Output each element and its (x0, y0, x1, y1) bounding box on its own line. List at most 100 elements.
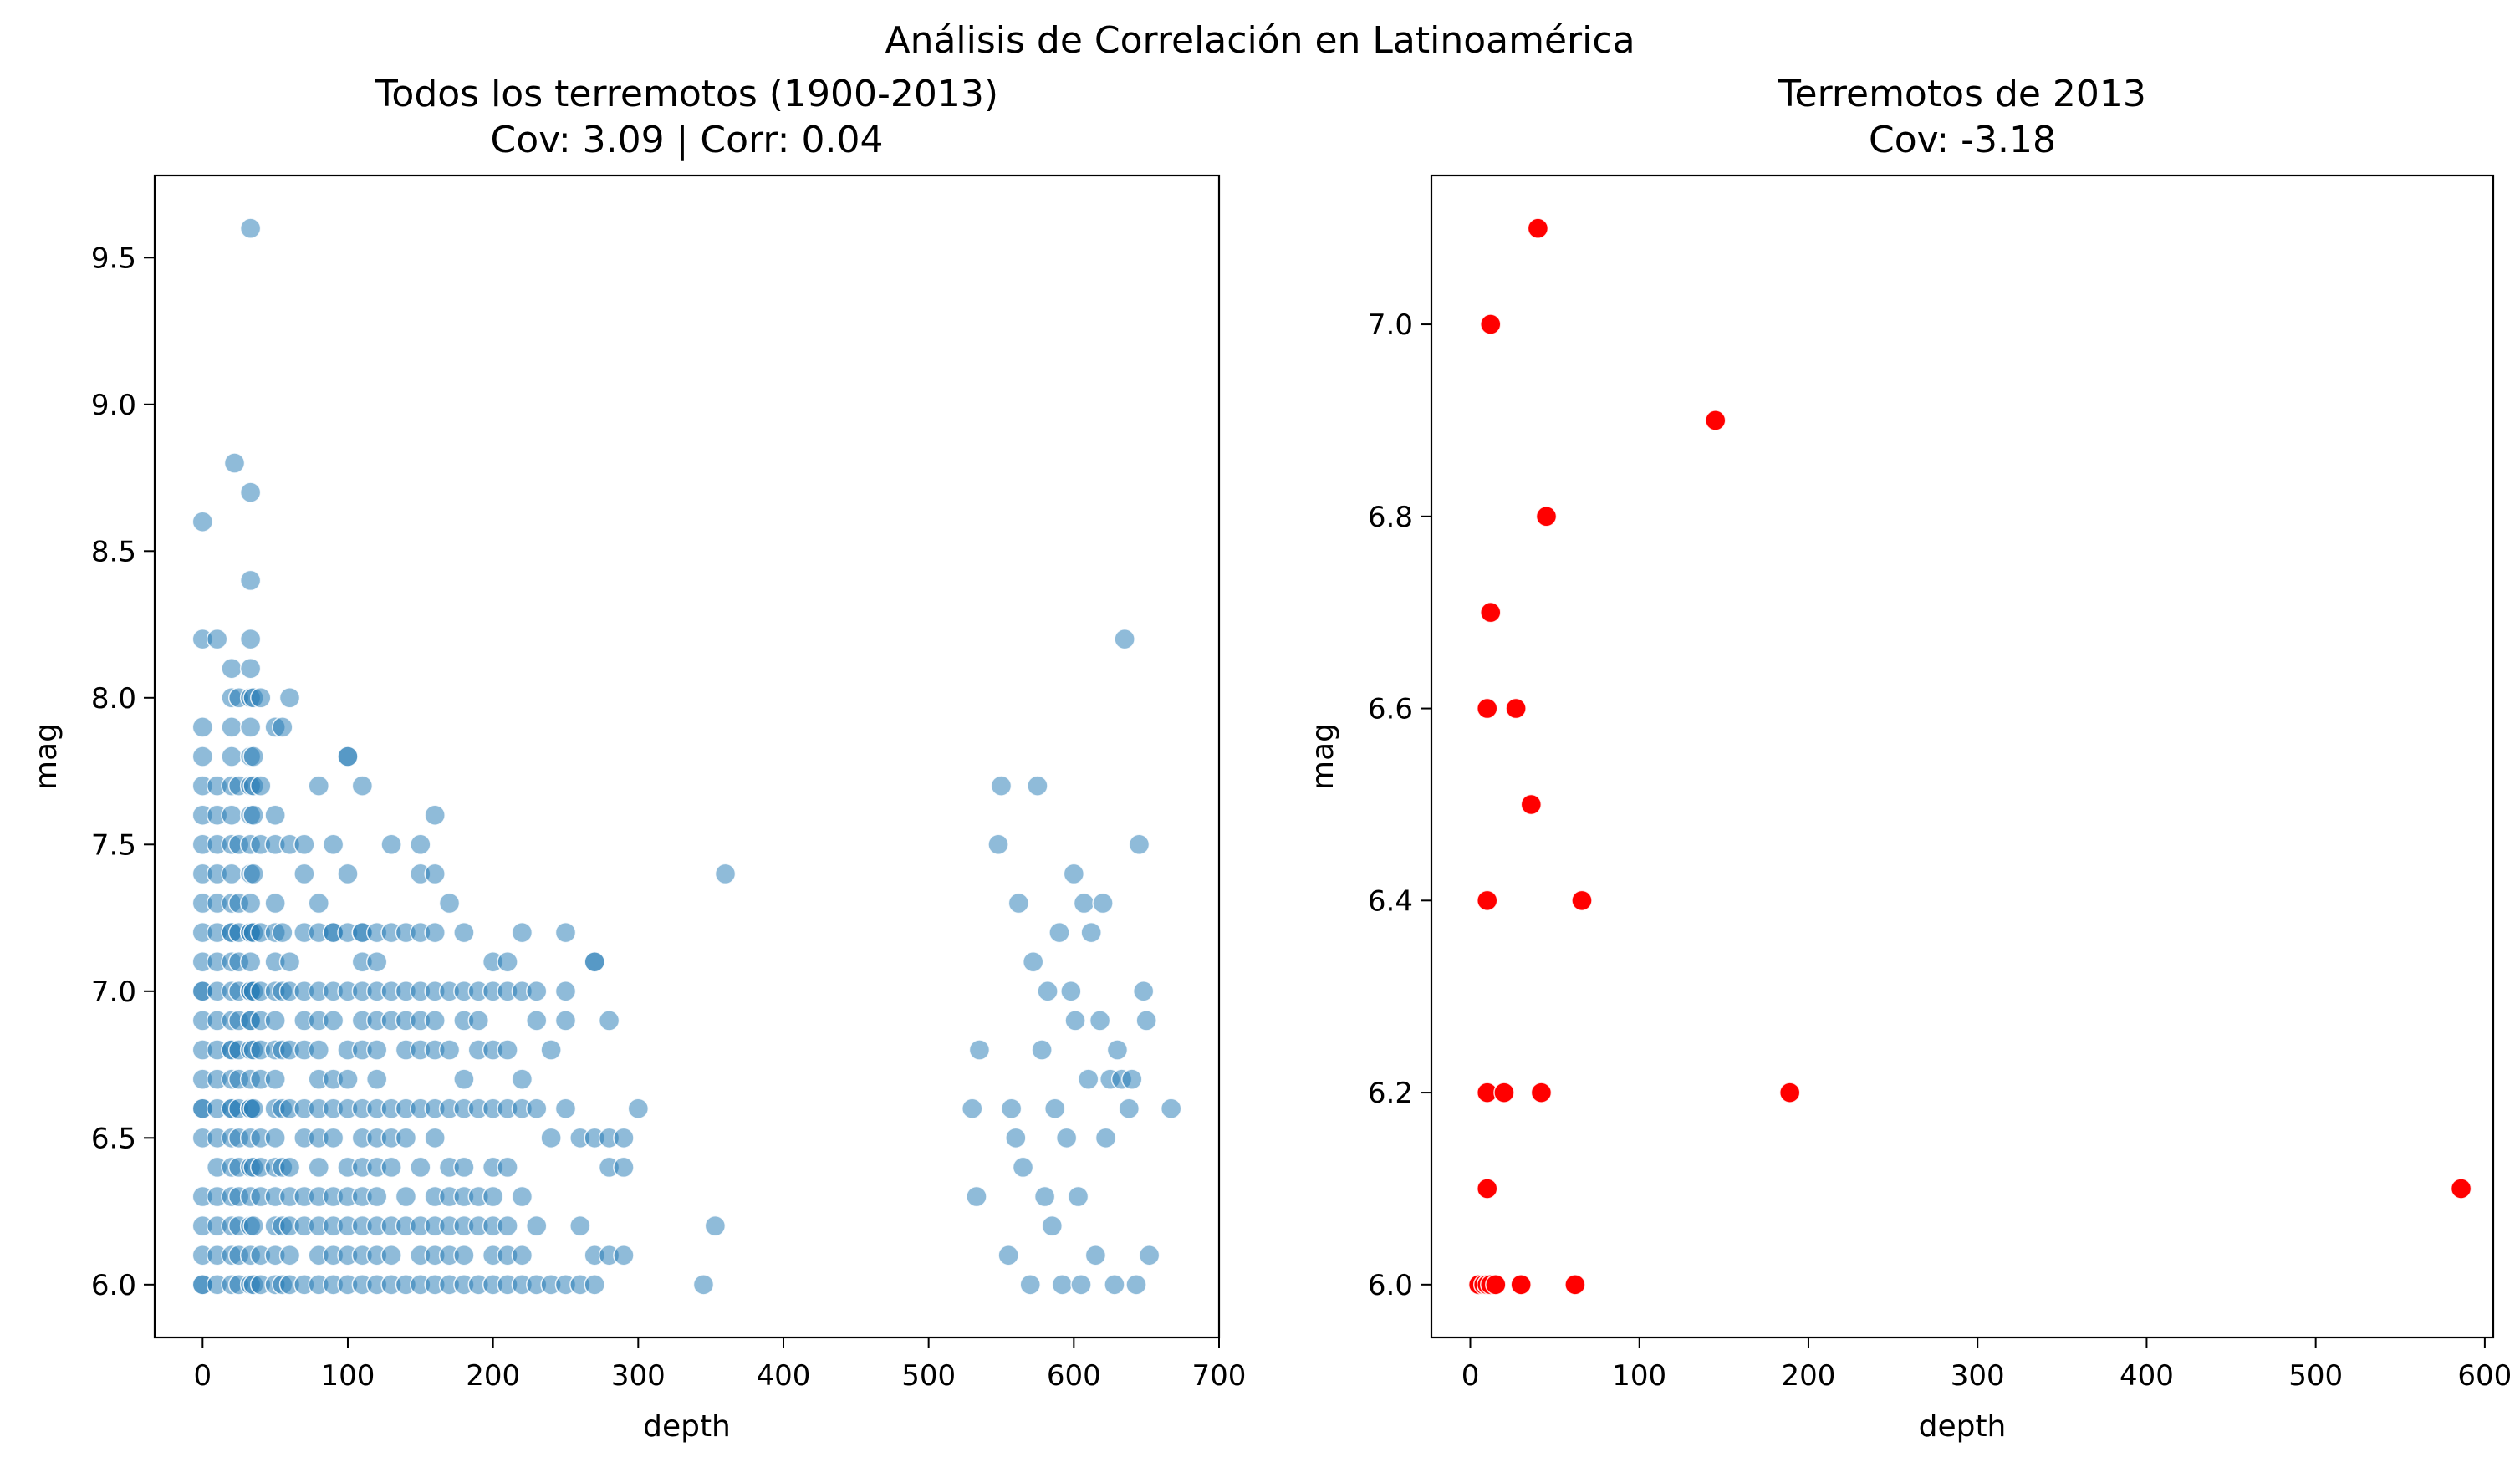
scatter-point (438, 892, 461, 914)
scatter-point (990, 775, 1013, 797)
x-tick-label: 700 (1192, 1359, 1247, 1393)
scatter-point (497, 950, 518, 973)
scatter-point (1778, 1082, 1801, 1103)
scatter-point (1564, 1274, 1586, 1296)
scatter-point (1094, 1127, 1117, 1149)
scatter-point (453, 921, 475, 944)
scatter-point (395, 1185, 417, 1208)
scatter-point (242, 1098, 264, 1119)
x-tick-label: 600 (1047, 1359, 1101, 1393)
scatter-point (453, 1244, 475, 1266)
chart-title: Todos los terremotos (1900-2013) (375, 73, 998, 115)
scatter-point (511, 921, 533, 944)
scatter-point (191, 746, 214, 767)
scatter-point (1080, 921, 1102, 944)
y-tick-label: 8.0 (91, 682, 136, 716)
scatter-point (1022, 950, 1044, 973)
figure-title: Análisis de Correlación en Latinoamérica (885, 19, 1635, 62)
scatter-point (1031, 1039, 1053, 1061)
scatter-point (380, 833, 402, 856)
scatter-point (293, 833, 315, 856)
scatter-point (1037, 981, 1059, 1002)
scatter-point (221, 657, 242, 680)
scatter-point (239, 628, 262, 650)
scatter-point (1535, 506, 1558, 527)
x-axis-label: depth (643, 1409, 731, 1444)
plot-frame (153, 174, 1221, 1339)
scatter-point (239, 569, 262, 592)
scatter-point (1055, 1127, 1078, 1149)
scatter-point (395, 1127, 417, 1149)
scatter-point (239, 892, 262, 914)
scatter-point (2450, 1178, 2472, 1200)
y-tick-label: 6.8 (1368, 501, 1413, 534)
scatter-point (1063, 863, 1085, 885)
scatter-point (424, 921, 446, 944)
scatter-point (380, 1156, 402, 1179)
scatter-point (1476, 889, 1498, 912)
scatter-point (714, 863, 737, 885)
scatter-point (278, 687, 301, 709)
scatter-point (424, 1010, 446, 1031)
scatter-point (497, 1039, 518, 1061)
y-tick-label: 7.5 (91, 828, 136, 862)
scatter-point (1044, 1098, 1066, 1119)
scatter-point (365, 1068, 388, 1090)
x-tick-label: 400 (757, 1359, 811, 1393)
scatter-point (1505, 697, 1527, 720)
scatter-point (221, 746, 242, 767)
scatter-point (613, 1244, 635, 1266)
scatter-point (1476, 697, 1498, 720)
scatter-point (526, 1098, 548, 1119)
scatter-point (554, 1098, 577, 1119)
scatter-point (1051, 1274, 1074, 1296)
scatter-point (1480, 601, 1502, 624)
scatter-point (613, 1127, 635, 1149)
scatter-point (365, 1185, 388, 1208)
scatter-point (1048, 921, 1070, 944)
scatter-point (424, 1127, 446, 1149)
scatter-point (526, 981, 548, 1002)
scatter-point (962, 1098, 983, 1119)
scatter-point (223, 452, 246, 474)
scatter-point (206, 628, 228, 650)
y-tick-label: 6.0 (91, 1269, 136, 1302)
scatter-point (278, 1244, 301, 1266)
x-tick-label: 100 (321, 1359, 375, 1393)
scatter-point (511, 1244, 533, 1266)
scatter-point (554, 1010, 577, 1031)
scatter-series (1467, 217, 2472, 1296)
scatter-point (191, 511, 214, 532)
x-tick-label: 200 (466, 1359, 520, 1393)
scatter-point (453, 1156, 475, 1179)
scatter-point (1520, 793, 1543, 816)
scatter-point (322, 1127, 344, 1149)
scatter-point (308, 775, 329, 797)
scatter-point (239, 950, 262, 973)
scatter-point (554, 981, 577, 1002)
scatter-point (424, 863, 446, 885)
scatter-point (540, 1039, 562, 1061)
plot-frame (1430, 174, 2495, 1339)
scatter-point (1033, 1185, 1056, 1208)
chart-subtitle: Cov: -3.18 (1869, 119, 2056, 161)
x-tick-label: 0 (1461, 1359, 1480, 1393)
y-tick-label: 7.0 (1368, 308, 1413, 342)
scatter-point (1571, 889, 1593, 912)
scatter-point (221, 716, 242, 738)
scatter-point (613, 1156, 635, 1179)
scatter-point (242, 863, 264, 885)
scatter-point (1084, 1244, 1107, 1266)
scatter-point (584, 950, 605, 973)
scatter-point (1493, 1082, 1515, 1103)
y-tick-label: 6.5 (91, 1122, 136, 1155)
scatter-point (1118, 1098, 1140, 1119)
scatter-point (1060, 981, 1082, 1002)
scatter-point (1160, 1098, 1182, 1119)
scatter-point (308, 1039, 329, 1061)
scatter-point (380, 1244, 402, 1266)
scatter-point (1527, 217, 1549, 239)
scatter-point (1510, 1274, 1532, 1296)
scatter-point (239, 657, 262, 680)
